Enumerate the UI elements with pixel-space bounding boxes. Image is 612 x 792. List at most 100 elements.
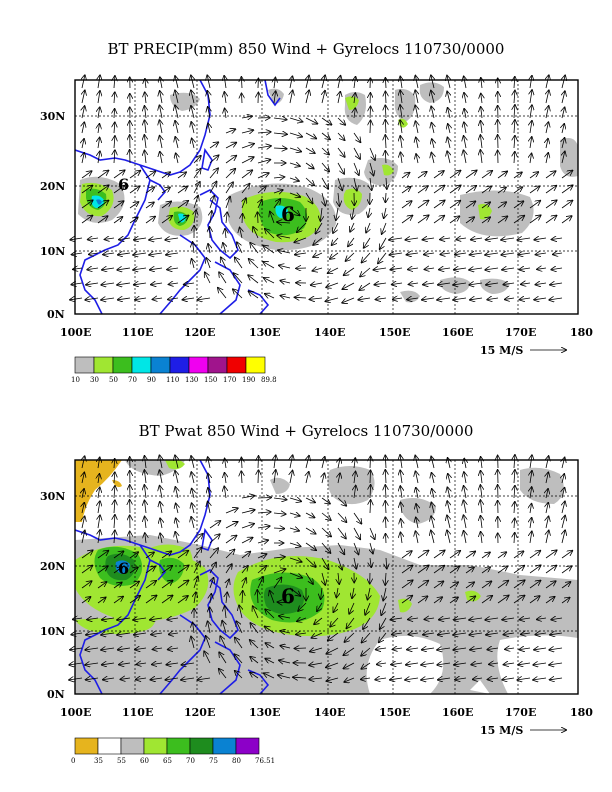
- wind-vector: [481, 171, 492, 179]
- wind-vector: [114, 515, 115, 529]
- wind-vector: [520, 268, 531, 270]
- wind-vector: [530, 504, 532, 514]
- wind-vector: [393, 648, 403, 649]
- wind-vector: [464, 109, 466, 119]
- wind-vector: [224, 487, 226, 499]
- wind-vector: [167, 618, 179, 620]
- wind-vector: [401, 216, 412, 224]
- wind-vector: [438, 633, 451, 635]
- wind-vector: [465, 567, 474, 574]
- gyre-symbol-main: 6: [281, 202, 295, 226]
- wind-vector: [177, 216, 189, 224]
- wind-vector: [354, 177, 357, 191]
- wind-vector: [497, 566, 507, 574]
- wind-vector: [546, 503, 548, 514]
- wind-vector: [87, 268, 99, 270]
- wind-vector: [417, 551, 428, 559]
- wind-vector: [425, 618, 435, 619]
- wind-vector: [337, 117, 345, 125]
- wind-vector: [226, 593, 227, 604]
- wind-vector: [431, 503, 434, 514]
- wind-vector: [241, 524, 254, 529]
- wind-vector: [102, 663, 115, 665]
- wind-vector: [464, 93, 466, 104]
- wind-vector: [297, 618, 307, 621]
- wind-vector: [225, 522, 238, 529]
- wind-vector: [97, 201, 108, 209]
- wind-vector: [98, 515, 100, 529]
- wind-vector: [145, 151, 147, 164]
- wind-vector: [193, 169, 201, 179]
- wind-vector: [405, 678, 419, 680]
- wind-vector: [250, 640, 259, 649]
- colorbar-swatch: [131, 356, 152, 374]
- wind-vector: [485, 253, 499, 255]
- wind-vector: [137, 663, 147, 664]
- wind-vector: [453, 648, 467, 650]
- wind-vector: [263, 246, 275, 254]
- wind-vector: [375, 678, 387, 680]
- wind-vector: [72, 253, 83, 255]
- wind-vector: [144, 135, 146, 149]
- wind-vector: [241, 144, 254, 149]
- wind-vector: [408, 268, 419, 270]
- wind-vector: [530, 121, 532, 134]
- wind-vector: [191, 106, 194, 119]
- wind-vector: [278, 675, 291, 678]
- colorbar-swatch: [143, 737, 168, 755]
- wind-vector: [361, 678, 371, 679]
- colorbar-label: 89.8: [261, 376, 277, 384]
- panel1-title: BT PRECIP(mm) 850 Wind + Gyrelocs 110730…: [107, 40, 505, 58]
- svg-text:10N: 10N: [40, 625, 65, 638]
- wind-vector: [422, 298, 435, 300]
- wind-vector: [160, 77, 162, 89]
- wind-vector: [529, 551, 540, 559]
- wind-vector: [149, 253, 163, 255]
- wind-vector: [81, 216, 92, 224]
- wind-vector: [353, 132, 360, 142]
- wind-vector: [481, 532, 482, 544]
- wind-vector: [209, 548, 218, 559]
- wind-vector: [305, 117, 317, 124]
- wind-vector: [113, 186, 124, 194]
- wind-vector: [374, 283, 387, 285]
- wind-vector: [447, 151, 450, 164]
- wind-vector: [175, 91, 178, 104]
- wind-vector: [529, 215, 541, 224]
- wind-vector: [447, 76, 450, 89]
- wind-vector: [322, 75, 325, 89]
- wind-vector: [364, 237, 371, 248]
- wind-vector: [562, 124, 564, 134]
- wind-vector: [118, 648, 131, 650]
- wind-vector: [353, 542, 359, 554]
- colorbar-swatch: [150, 356, 171, 374]
- wind-vector: [113, 567, 122, 574]
- wind-vector: [153, 648, 163, 649]
- wind-vector: [258, 456, 259, 469]
- wind-vector: [250, 673, 259, 679]
- wind-vector: [113, 583, 122, 589]
- wind-vector: [464, 150, 467, 164]
- colorbar-label: 80: [232, 757, 241, 765]
- wind-vector: [97, 582, 106, 589]
- wind-vector: [305, 527, 316, 534]
- wind-vector: [400, 470, 402, 484]
- wind-vector: [514, 470, 515, 484]
- wind-vector: [326, 662, 339, 667]
- wind-vector: [562, 502, 565, 514]
- wind-vector: [385, 517, 386, 529]
- wind-vector: [501, 238, 515, 240]
- wind-vector: [160, 486, 162, 499]
- wind-vector: [546, 153, 548, 164]
- wind-vector: [305, 498, 315, 502]
- wind-vector: [306, 76, 309, 89]
- wind-vector: [293, 677, 307, 678]
- wind-vector: [432, 139, 434, 149]
- wind-vector: [393, 298, 403, 299]
- wind-vector: [433, 216, 444, 224]
- wind-vector: [82, 139, 84, 149]
- wind-vector: [546, 122, 548, 134]
- wind-vector: [366, 222, 370, 233]
- wind-vector: [312, 632, 323, 638]
- wind-vector: [85, 648, 99, 650]
